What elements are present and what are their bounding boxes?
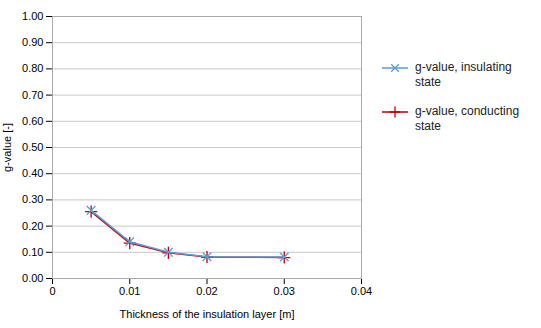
svg-text:0.10: 0.10 bbox=[22, 246, 43, 258]
svg-text:0.90: 0.90 bbox=[22, 36, 43, 48]
svg-text:0.60: 0.60 bbox=[22, 115, 43, 127]
svg-text:0.50: 0.50 bbox=[22, 141, 43, 153]
svg-text:0.04: 0.04 bbox=[351, 285, 372, 297]
svg-text:0.80: 0.80 bbox=[22, 62, 43, 74]
svg-text:0.00: 0.00 bbox=[22, 272, 43, 284]
html-text:g-value, insulating state: g-value, insulating state bbox=[415, 60, 512, 89]
svg-text:0.30: 0.30 bbox=[22, 193, 43, 205]
svg-text:0.20: 0.20 bbox=[22, 220, 43, 232]
svg-text:0.70: 0.70 bbox=[22, 89, 43, 101]
svg-text:g-value [-]: g-value [-] bbox=[1, 123, 13, 172]
svg-text:0.40: 0.40 bbox=[22, 167, 43, 179]
svg-text:0.02: 0.02 bbox=[196, 285, 217, 297]
svg-text:Thickness of the insulation la: Thickness of the insulation layer [m] bbox=[120, 308, 295, 320]
html-text:g-value, conducting state: g-value, conducting state bbox=[415, 104, 520, 133]
svg-text:0.03: 0.03 bbox=[274, 285, 295, 297]
svg-text:0.01: 0.01 bbox=[119, 285, 140, 297]
svg-text:0: 0 bbox=[49, 285, 55, 297]
svg-text:1.00: 1.00 bbox=[22, 10, 43, 22]
